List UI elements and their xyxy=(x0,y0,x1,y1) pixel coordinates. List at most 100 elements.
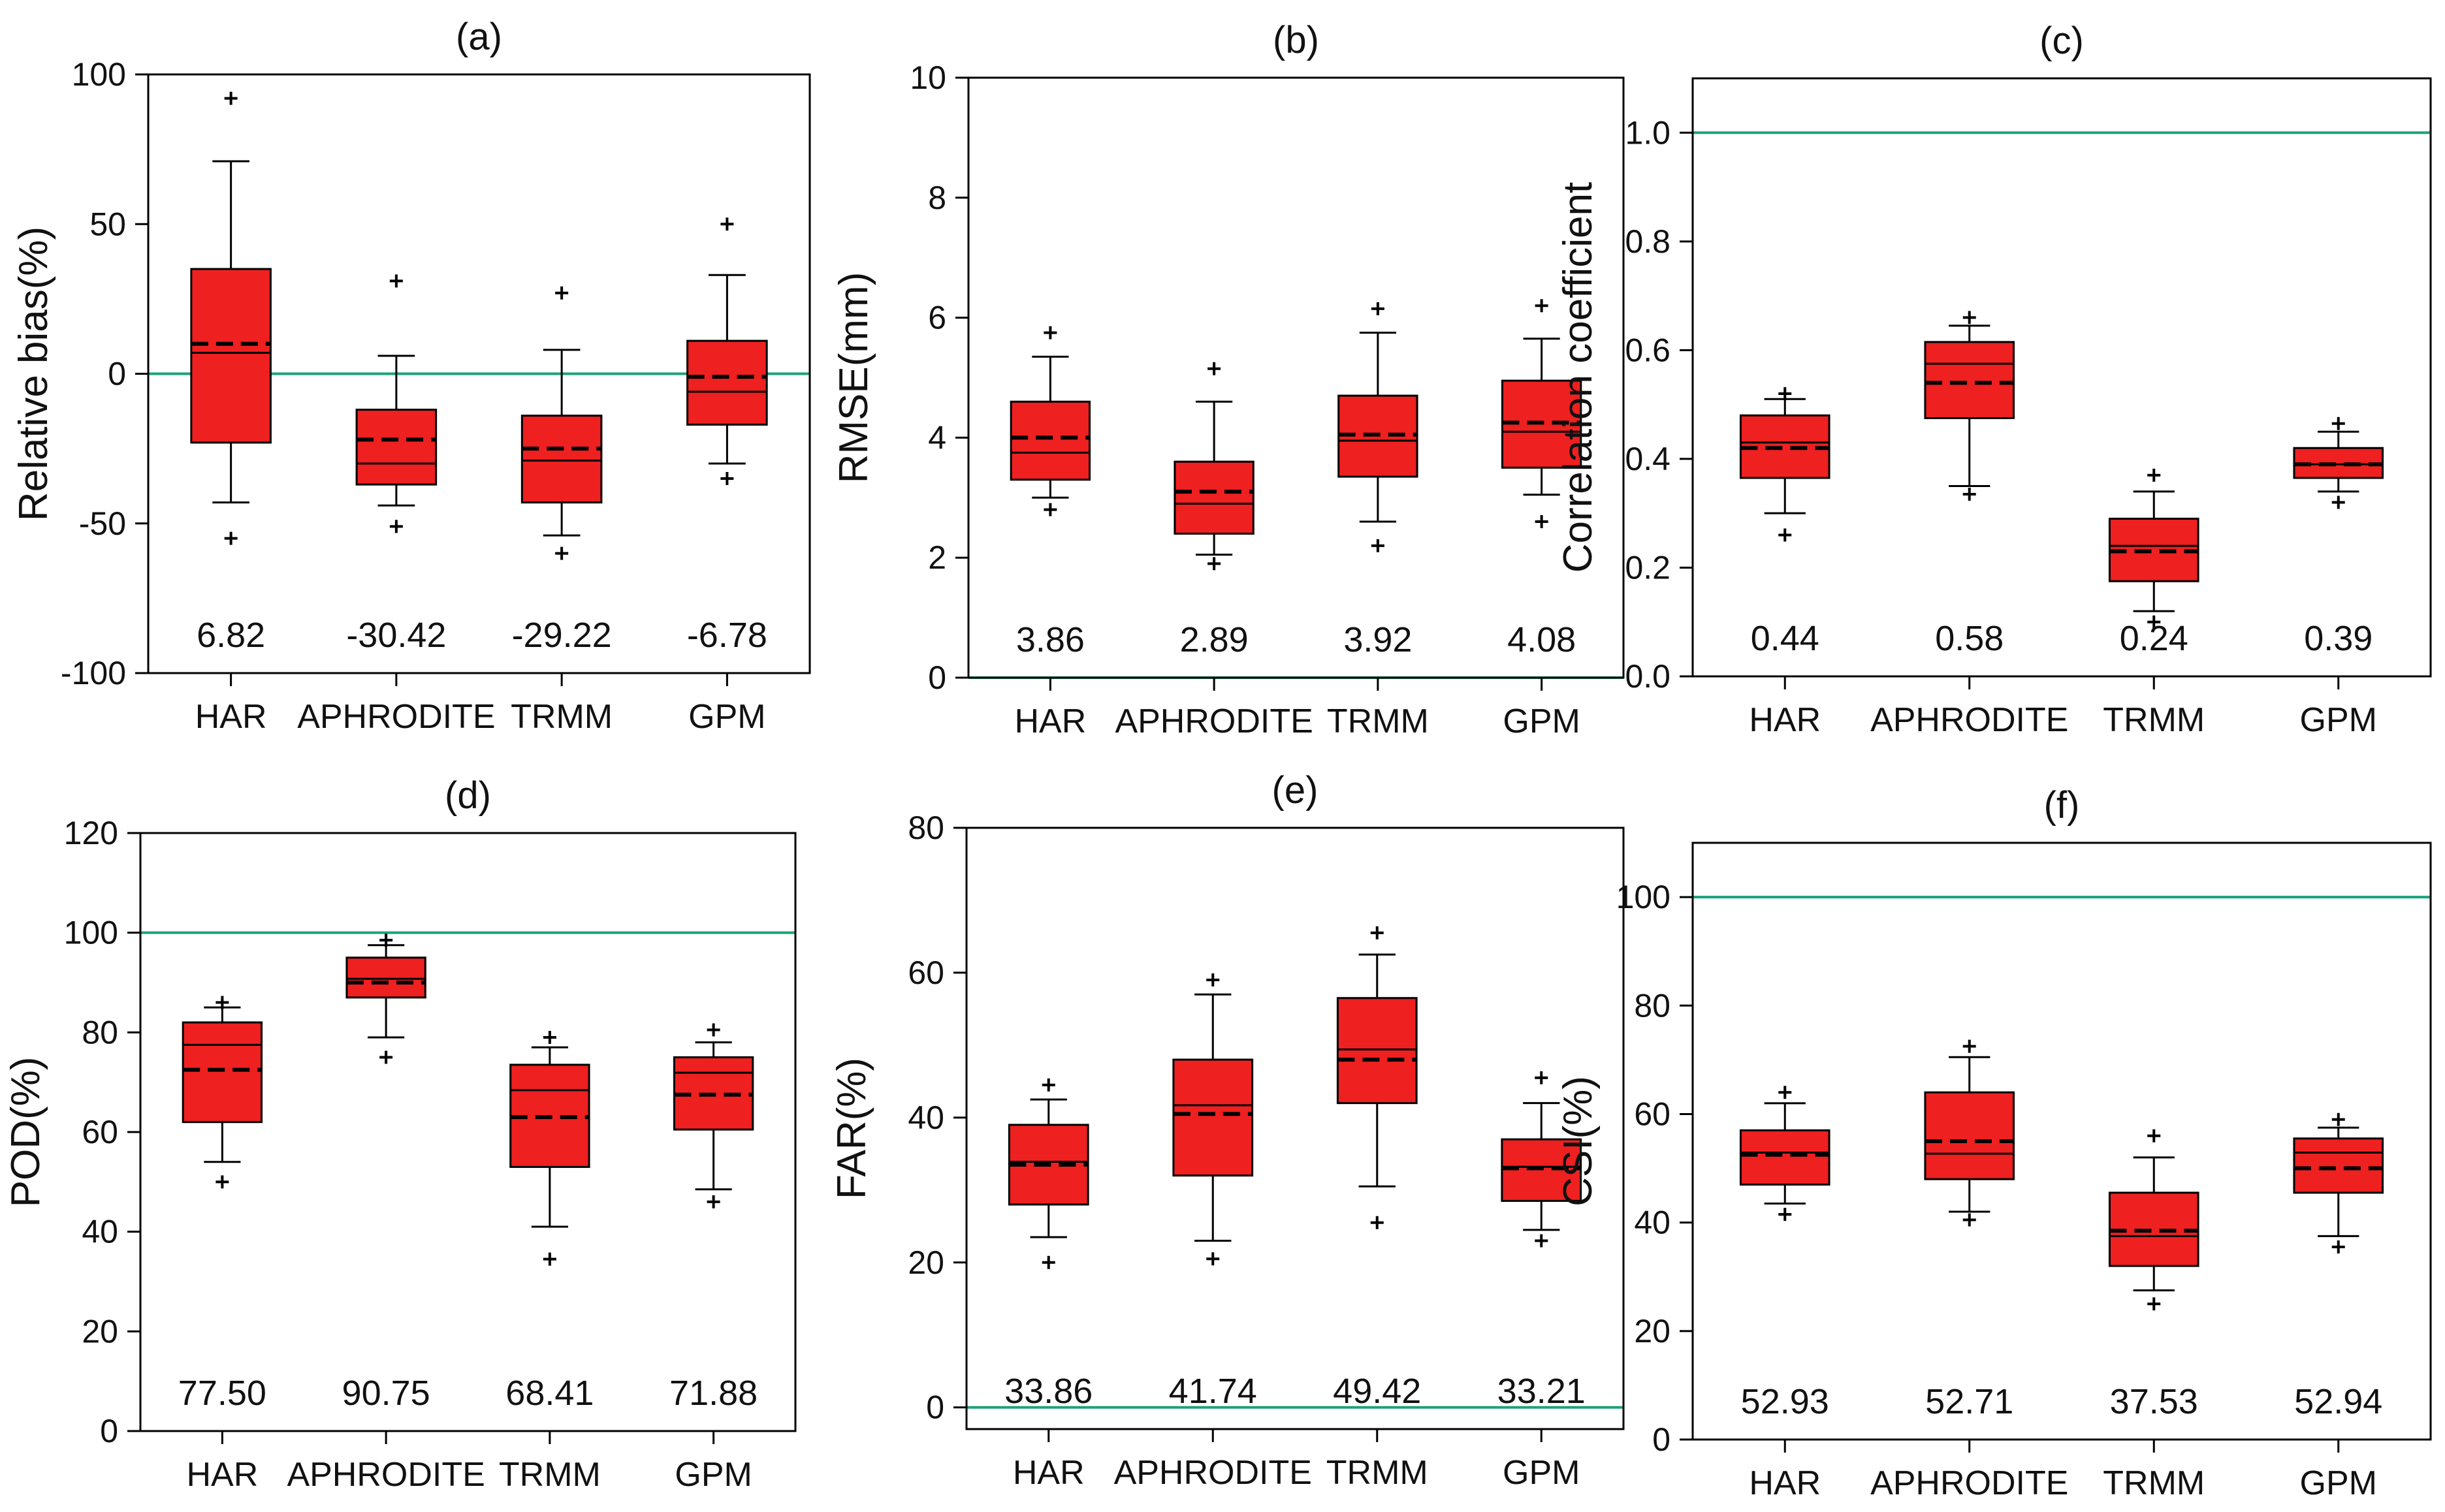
outlier-marker xyxy=(543,1252,556,1266)
box-har xyxy=(1010,326,1091,516)
plot-frame xyxy=(147,73,811,674)
y-tick-label: 0 xyxy=(926,1389,944,1426)
y-tick-label: 40 xyxy=(908,1099,944,1136)
y-tick-label: 0 xyxy=(108,356,126,392)
outlier-marker xyxy=(389,520,403,533)
panel-d: (d) POD(%) 0 20 40 60 80 100 120 77.50 HAR 90.75 APH… xyxy=(3,774,797,1494)
box-aphrodite xyxy=(1924,1039,2015,1227)
panel-title: (d) xyxy=(445,774,491,817)
outlier-marker xyxy=(2331,496,2345,509)
box-har xyxy=(1008,1078,1089,1269)
outlier-marker xyxy=(1778,528,1792,542)
y-tick-label: 0 xyxy=(100,1413,118,1449)
iqr-box xyxy=(182,1021,263,1124)
outlier-marker xyxy=(216,1175,229,1189)
box-har xyxy=(1739,1086,1830,1221)
outlier-marker xyxy=(1206,1252,1220,1266)
x-tick-label: GPM xyxy=(675,1456,752,1494)
x-tick-label: TRMM xyxy=(511,698,613,736)
value-annotation: 90.75 xyxy=(342,1374,430,1413)
outlier-marker xyxy=(1042,1255,1055,1269)
value-annotation: 3.86 xyxy=(1016,620,1085,659)
panel-b: (b) RMSE(mm) 0 2 4 6 8 10 3.86 HAR 2.89 APHRODITE 3.… xyxy=(831,19,1625,740)
x-tick-label: APHRODITE xyxy=(297,698,495,736)
iqr-box xyxy=(1010,400,1091,481)
outlier-marker xyxy=(224,531,238,545)
outlier-marker xyxy=(2147,468,2161,482)
y-tick-label: -100 xyxy=(61,655,126,691)
plot-frame xyxy=(967,76,1625,679)
box-aphrodite xyxy=(1174,362,1254,571)
value-annotation: 68.41 xyxy=(505,1374,594,1413)
iqr-box xyxy=(355,409,438,486)
outlier-marker xyxy=(1206,973,1220,987)
x-tick-label: TRMM xyxy=(2103,1464,2205,1502)
value-annotation: 6.82 xyxy=(197,616,265,655)
y-tick-label: 0 xyxy=(1652,1421,1670,1458)
outlier-marker xyxy=(1962,1213,1976,1227)
box-gpm xyxy=(2293,417,2384,509)
box-gpm xyxy=(686,217,768,485)
panel-title: (c) xyxy=(2039,20,2084,62)
x-tick-label: APHRODITE xyxy=(1115,702,1313,740)
panel-title: (f) xyxy=(2044,784,2080,827)
value-annotation: 52.93 xyxy=(1741,1382,1829,1421)
outlier-marker xyxy=(2147,615,2161,629)
box-aphrodite xyxy=(355,274,438,533)
y-tick-label: 0.0 xyxy=(1625,658,1670,695)
outlier-marker xyxy=(1207,362,1221,375)
iqr-box xyxy=(1336,997,1418,1105)
iqr-box xyxy=(520,415,603,504)
y-tick-label: 0.2 xyxy=(1625,549,1670,586)
outlier-marker xyxy=(389,274,403,288)
value-annotation: 52.94 xyxy=(2294,1382,2382,1421)
x-tick-label: GPM xyxy=(1503,1454,1580,1492)
iqr-box xyxy=(1739,1129,1830,1186)
x-tick-label: APHRODITE xyxy=(287,1456,485,1494)
box-trmm xyxy=(509,1030,590,1266)
y-tick-label: 100 xyxy=(1616,879,1670,915)
y-tick-label: 100 xyxy=(64,915,118,951)
box-har xyxy=(182,996,263,1189)
box-gpm xyxy=(2293,1112,2384,1254)
panel-title: (a) xyxy=(456,16,502,58)
iqr-box xyxy=(190,268,272,444)
x-tick-label: HAR xyxy=(195,698,267,736)
box-trmm xyxy=(1336,926,1418,1229)
y-tick-label: 0.4 xyxy=(1625,441,1670,477)
plot-frame xyxy=(1691,842,2432,1441)
outlier-marker xyxy=(1962,1039,1976,1053)
box-aphrodite xyxy=(345,934,426,1064)
y-tick-label: 1.0 xyxy=(1625,114,1670,151)
y-tick-label: 4 xyxy=(928,419,946,456)
x-tick-label: HAR xyxy=(186,1456,258,1494)
panel-a: (a) Relative bias(%) -100 -50 0 50 100 6.82 HAR -… xyxy=(11,16,811,736)
outlier-marker xyxy=(720,217,734,231)
x-tick-label: HAR xyxy=(1014,702,1086,740)
outlier-marker xyxy=(1962,488,1976,501)
plot-frame xyxy=(965,827,1625,1430)
outlier-marker xyxy=(1044,503,1057,516)
outlier-marker xyxy=(379,1050,393,1064)
y-tick-label: 40 xyxy=(1634,1205,1670,1241)
box-har xyxy=(1739,386,1830,542)
iqr-box xyxy=(1174,460,1254,535)
value-annotation: -6.78 xyxy=(687,616,767,655)
value-annotation: 4.08 xyxy=(1507,620,1576,659)
x-tick-label: APHRODITE xyxy=(1870,1464,2068,1502)
y-axis-label: Relative bias(%) xyxy=(11,227,56,521)
box-trmm xyxy=(2108,1129,2199,1311)
x-tick-label: TRMM xyxy=(1326,1454,1428,1492)
x-tick-label: TRMM xyxy=(499,1456,601,1494)
value-annotation: 37.53 xyxy=(2110,1382,2198,1421)
outlier-marker xyxy=(379,934,393,947)
iqr-box xyxy=(686,339,768,426)
x-tick-label: APHRODITE xyxy=(1114,1454,1312,1492)
outlier-marker xyxy=(555,546,569,560)
y-axis-label: Correlation coefficient xyxy=(1556,182,1601,573)
box-aphrodite xyxy=(1172,973,1254,1266)
x-tick-label: GPM xyxy=(1503,702,1580,740)
value-annotation: 33.21 xyxy=(1497,1372,1586,1411)
iqr-box xyxy=(345,956,426,999)
